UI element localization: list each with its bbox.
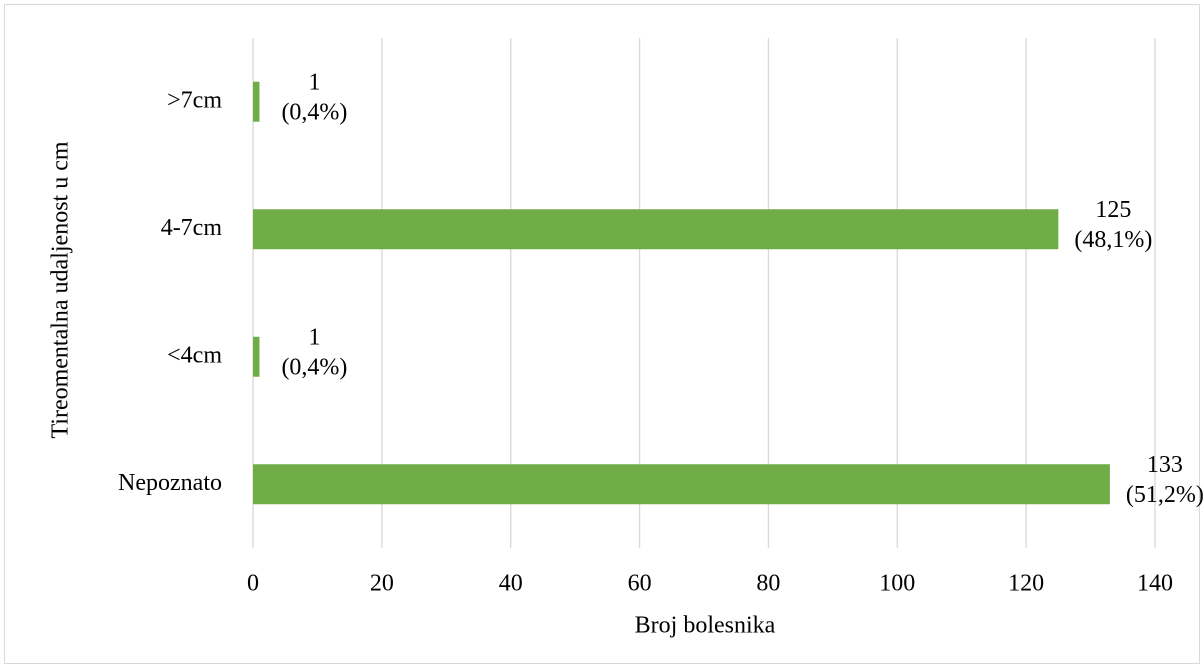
x-tick-label: 80 xyxy=(756,571,780,597)
value-label: (48,1%) xyxy=(1074,227,1152,253)
y-tick-label: 4-7cm xyxy=(161,215,223,241)
value-label: (51,2%) xyxy=(1126,482,1204,508)
x-tick-label: 120 xyxy=(1008,571,1044,597)
y-axis-label: Tireomentalna udaljenost u cm xyxy=(48,141,74,438)
value-label: 1 xyxy=(308,324,320,350)
value-label: 125 xyxy=(1095,197,1131,223)
value-label: 1 xyxy=(308,69,320,95)
chart-border xyxy=(4,4,1200,664)
bar xyxy=(253,336,260,377)
y-tick-label: Nepoznato xyxy=(118,470,222,496)
y-tick-label: <4cm xyxy=(167,342,222,368)
x-tick-label: 60 xyxy=(628,571,652,597)
x-tick-label: 100 xyxy=(879,571,915,597)
x-tick-label: 20 xyxy=(370,571,394,597)
x-tick-label: 40 xyxy=(499,571,523,597)
value-label: 133 xyxy=(1147,452,1183,478)
bar xyxy=(253,81,260,122)
value-label: (0,4%) xyxy=(281,99,347,125)
x-axis-label: Broj bolesnika xyxy=(635,613,776,639)
bar xyxy=(253,209,1059,250)
x-tick-label: 0 xyxy=(247,571,259,597)
value-label: (0,4%) xyxy=(281,354,347,380)
x-tick-label: 140 xyxy=(1137,571,1173,597)
y-tick-label: >7cm xyxy=(167,87,222,113)
bar xyxy=(253,464,1110,505)
